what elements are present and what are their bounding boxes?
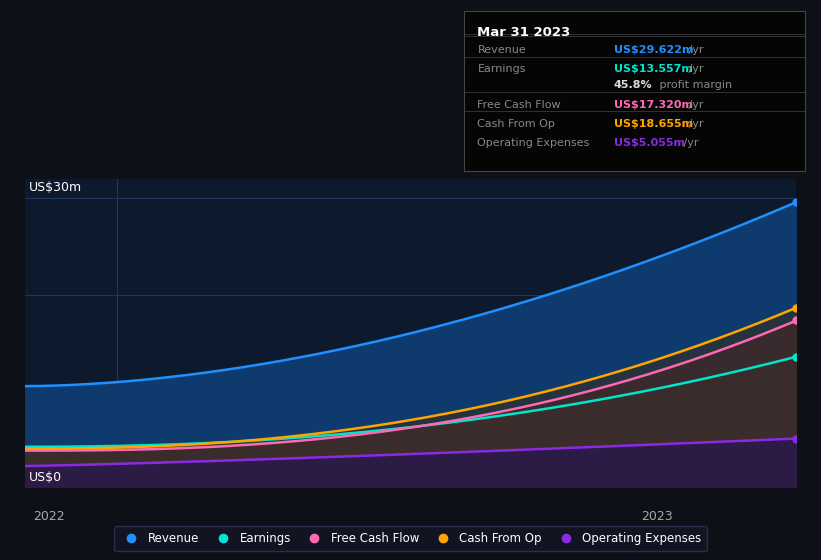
Text: US$5.055m: US$5.055m [614, 138, 685, 148]
Text: US$17.320m: US$17.320m [614, 100, 693, 110]
Text: profit margin: profit margin [656, 81, 732, 90]
Text: /yr: /yr [686, 44, 704, 54]
Text: US$0: US$0 [29, 472, 62, 484]
Text: US$29.622m: US$29.622m [614, 44, 693, 54]
Text: 45.8%: 45.8% [614, 81, 653, 90]
Text: /yr: /yr [686, 100, 704, 110]
Text: US$13.557m: US$13.557m [614, 64, 693, 74]
Legend: Revenue, Earnings, Free Cash Flow, Cash From Op, Operating Expenses: Revenue, Earnings, Free Cash Flow, Cash … [114, 526, 707, 551]
Text: Earnings: Earnings [478, 64, 526, 74]
Text: Revenue: Revenue [478, 44, 526, 54]
Text: 2023: 2023 [641, 510, 672, 522]
Text: /yr: /yr [680, 138, 698, 148]
Text: /yr: /yr [686, 119, 704, 129]
Text: Operating Expenses: Operating Expenses [478, 138, 589, 148]
Text: Cash From Op: Cash From Op [478, 119, 555, 129]
Text: /yr: /yr [686, 64, 704, 74]
Text: 2022: 2022 [34, 510, 65, 522]
Text: US$30m: US$30m [29, 181, 81, 194]
Text: Mar 31 2023: Mar 31 2023 [478, 26, 571, 39]
Text: US$18.655m: US$18.655m [614, 119, 693, 129]
Text: Free Cash Flow: Free Cash Flow [478, 100, 561, 110]
